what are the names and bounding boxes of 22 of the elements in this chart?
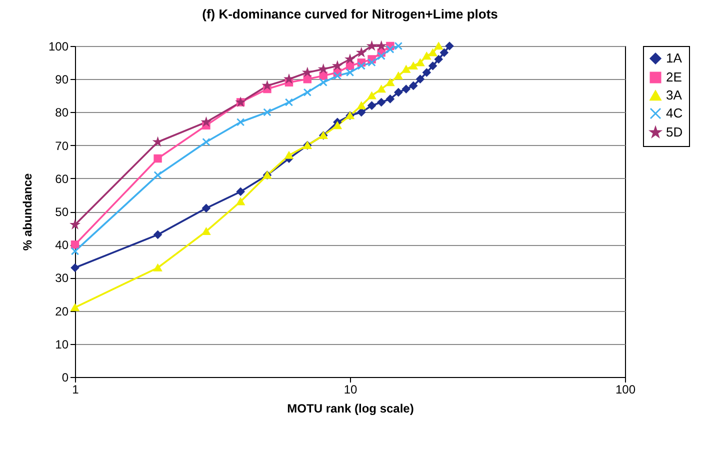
y-tick-label: 90	[55, 72, 69, 87]
y-tick-label: 20	[55, 304, 69, 318]
legend-label: 3A	[666, 88, 682, 102]
y-tick-label: 70	[55, 138, 69, 153]
legend-label: 1A	[666, 50, 682, 66]
legend-label: 5D	[666, 124, 683, 140]
x-tick-label: 1	[72, 382, 80, 396]
y-axis-title: % abundance	[20, 173, 34, 251]
x-axis-title: MOTU rank (log scale)	[287, 402, 414, 416]
y-tick-label: 80	[55, 106, 69, 120]
y-tick-label: 60	[55, 172, 69, 186]
y-tick-label: 50	[55, 205, 69, 219]
x-tick-label: 10	[344, 382, 358, 396]
x-tick-label: 100	[615, 382, 636, 396]
y-tick-label: 40	[55, 238, 69, 252]
chart-title: (f) K-dominance curved for Nitrogen+Lime plots	[202, 6, 498, 22]
y-tick-label: 0	[62, 370, 69, 384]
legend-label: 4C	[666, 106, 683, 120]
y-tick-label: 30	[55, 271, 69, 286]
y-tick-label: 100	[48, 40, 69, 54]
legend-label: 2E	[666, 70, 682, 84]
y-tick-label: 10	[55, 337, 69, 352]
